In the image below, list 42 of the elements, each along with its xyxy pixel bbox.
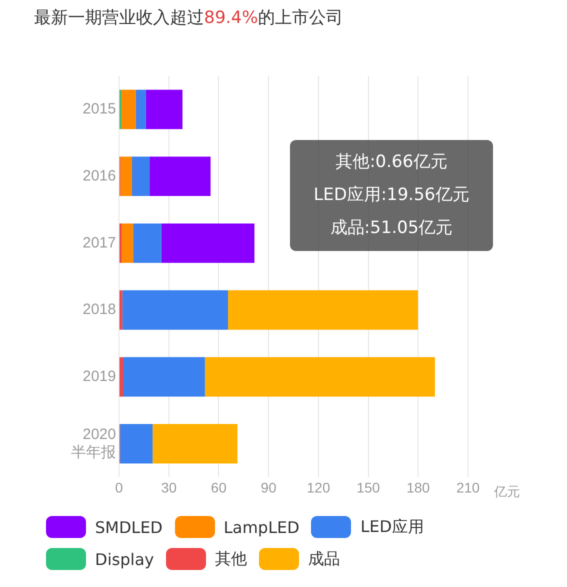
y-tick-label: 2016 [82,167,116,184]
x-tick-label: 90 [260,479,277,496]
bar [161,223,254,263]
y-tick-label: 2017 [82,234,116,252]
x-tick-label: 30 [161,479,177,496]
bar [152,424,238,464]
y-tick-label: 2018 [82,301,116,318]
bar [133,223,162,263]
bar [146,90,182,130]
x-tick-label: 210 [456,479,480,496]
legend-label: SMDLED [95,518,163,536]
bar [204,357,435,397]
bar [120,424,153,464]
x-tick-label: 0 [115,479,124,496]
x-tick-label: 120 [306,479,330,496]
x-tick-label: 180 [406,479,430,496]
annotation: LED应用:19.56亿元 [312,184,470,207]
x-tick-label: 60 [210,479,227,496]
bar [121,223,134,263]
bar [122,357,205,397]
y-tick-label: 2020 半年报 [71,426,116,461]
legend-label: LampLED [224,518,300,536]
bar [150,156,211,196]
x-tick-label: 150 [356,479,380,496]
legend-label: LED应用 [360,516,424,538]
y-tick-label: 2019 [82,368,116,386]
bar [136,90,146,130]
bar [122,290,228,330]
bar [120,156,132,196]
chart-title: 最新一期营业收入超过89.4%的上市公司 [34,8,344,28]
bar [120,290,122,330]
annotation: 其他:0.66亿元 [334,151,448,174]
legend-label: Display [95,550,154,568]
annotation: 成品:51.05亿元 [329,217,454,240]
legend-label: 其他 [214,548,247,570]
bar [120,357,123,397]
y-tick-label: 2015 [82,100,116,118]
bar [228,290,418,330]
bar [132,156,150,196]
x-axis-title: 亿元 [493,485,520,500]
legend-label: 成品 [308,548,340,570]
bar [120,90,136,130]
